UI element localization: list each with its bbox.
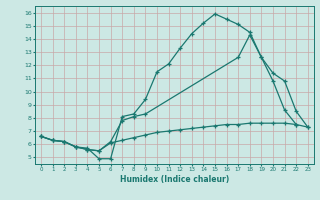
X-axis label: Humidex (Indice chaleur): Humidex (Indice chaleur) xyxy=(120,175,229,184)
